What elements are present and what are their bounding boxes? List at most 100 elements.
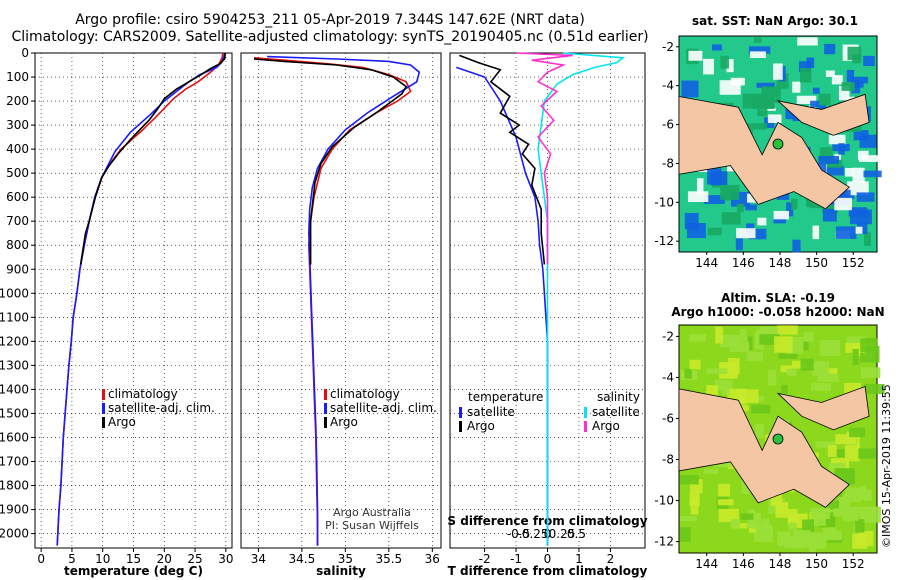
map-1-tile — [719, 334, 739, 348]
map-1-tile — [740, 513, 754, 520]
map-1-lon-label: 152 — [842, 557, 865, 571]
map-1-tile — [775, 502, 789, 518]
temp-series-climatology — [56, 52, 224, 546]
depth-tick-label: 100 — [6, 70, 29, 84]
map-1-tile — [854, 491, 866, 499]
map-0-lat-label: -4 — [662, 79, 674, 93]
map-1-tile — [680, 475, 699, 485]
map-0-tile — [796, 95, 817, 104]
map-0-tile — [688, 50, 703, 61]
depth-tick-label: 900 — [6, 262, 29, 276]
diff-t-tick-label: -2 — [479, 552, 491, 566]
diff-s-tick-label: -0.25 — [518, 527, 549, 541]
map-0-tile — [822, 208, 837, 222]
map-0-tile — [818, 156, 840, 164]
temp-xtick-label: 5 — [68, 552, 76, 566]
map-1-tile — [770, 491, 783, 506]
depth-tick-label: 1400 — [0, 382, 29, 396]
temp-xtick-label: 30 — [218, 552, 233, 566]
map-1-tile — [679, 527, 691, 542]
map-0-tile — [719, 80, 741, 95]
map-0-lon-label: 146 — [732, 256, 755, 270]
title-line-1: Argo profile: csiro 5904253_211 05-Apr-2… — [75, 12, 585, 28]
depth-tick-label: 1800 — [0, 479, 29, 493]
temp-xtick-label: 15 — [126, 552, 141, 566]
map-0-tile — [821, 202, 839, 214]
map-0-tile — [841, 82, 855, 91]
map-1 — [676, 324, 885, 556]
map-0-tile — [681, 80, 699, 98]
map-1-tile — [690, 498, 699, 515]
map-0-title: sat. SST: NaN Argo: 30.1 — [692, 14, 858, 28]
map-1-tile — [781, 384, 788, 394]
depth-tick-label: 0 — [21, 46, 29, 60]
map-1-tile — [703, 468, 719, 474]
map-0-tile — [818, 93, 831, 106]
map-0-tile — [813, 87, 820, 94]
sal-series-satellite-adj-clim- — [267, 55, 421, 546]
map-0-tile — [720, 185, 740, 200]
map-0-lon-label: 150 — [805, 256, 828, 270]
map-0-lat-label: -2 — [662, 40, 674, 54]
sal-xlabel: salinity — [316, 564, 366, 578]
diff-xlabel: T difference from climatology — [448, 564, 648, 578]
map-1-tile — [822, 527, 837, 540]
map-1-tile — [755, 423, 764, 438]
diff-legend-label: Argo — [467, 419, 495, 433]
map-0-tile — [864, 232, 871, 246]
map-1-tile — [774, 336, 793, 353]
sal-xtick-label: 35 — [338, 552, 353, 566]
map-0-tile — [824, 43, 836, 55]
diff-s-tick-label: 0.25 — [549, 527, 576, 541]
legend-swatch — [102, 389, 105, 400]
map-1-tile — [863, 383, 885, 394]
diff-series-salinity-argo — [515, 52, 573, 265]
map-1-tile — [754, 333, 765, 350]
map-0-tile — [799, 61, 811, 73]
map-1-tile — [718, 508, 739, 523]
map-1-tile — [776, 325, 798, 335]
salinity-note: PI: Susan Wijffels — [325, 519, 419, 532]
map-1-lat-label: -12 — [654, 535, 674, 549]
map-1-land-png — [678, 388, 850, 508]
map-0-tile — [712, 44, 722, 51]
map-0-tile — [773, 216, 786, 224]
map-0-tile — [859, 155, 879, 162]
legend-label: Argo — [108, 415, 136, 429]
map-1-tile — [722, 387, 730, 396]
map-1-lat-label: -8 — [662, 453, 674, 467]
map-1-title-2: Argo h1000: -0.058 h2000: NaN — [671, 305, 884, 319]
map-0-tile — [726, 59, 734, 73]
map-1-tile — [751, 404, 771, 414]
map-0-tile — [828, 134, 846, 145]
map-0-tile — [835, 226, 857, 239]
temp-xtick-label: 0 — [37, 552, 45, 566]
depth-tick-label: 400 — [6, 142, 29, 156]
map-0-tile — [825, 70, 835, 77]
map-0-tile — [863, 170, 882, 178]
diff-series-salinity-satellite — [537, 52, 626, 546]
map-1-tile — [759, 334, 780, 345]
legend-swatch — [324, 403, 327, 414]
map-0-lat-label: -8 — [662, 156, 674, 170]
map-0-tile — [845, 168, 854, 177]
diff-s-tick-label: -0.5 — [507, 527, 530, 541]
map-0-tile — [752, 94, 775, 109]
map-0-tile — [748, 228, 767, 240]
map-0-tile — [703, 58, 714, 75]
legend-swatch — [324, 389, 327, 400]
map-0-tile — [757, 217, 767, 226]
map-0-tile — [767, 114, 782, 123]
depth-tick-label: 600 — [6, 190, 29, 204]
depth-tick-label: 800 — [6, 238, 29, 252]
map-0-tile — [846, 69, 854, 83]
sal-series-climatology — [253, 57, 412, 546]
map-0-tile — [786, 202, 794, 217]
map-0-tile — [824, 165, 844, 176]
map-1-tile — [817, 373, 839, 382]
depth-tick-label: 1300 — [0, 358, 29, 372]
diff-legend-left-title: temperature — [468, 390, 543, 404]
diff-legend-label: satellite — [467, 405, 515, 419]
map-0-tile — [684, 212, 699, 230]
map-0-tile — [849, 209, 872, 225]
